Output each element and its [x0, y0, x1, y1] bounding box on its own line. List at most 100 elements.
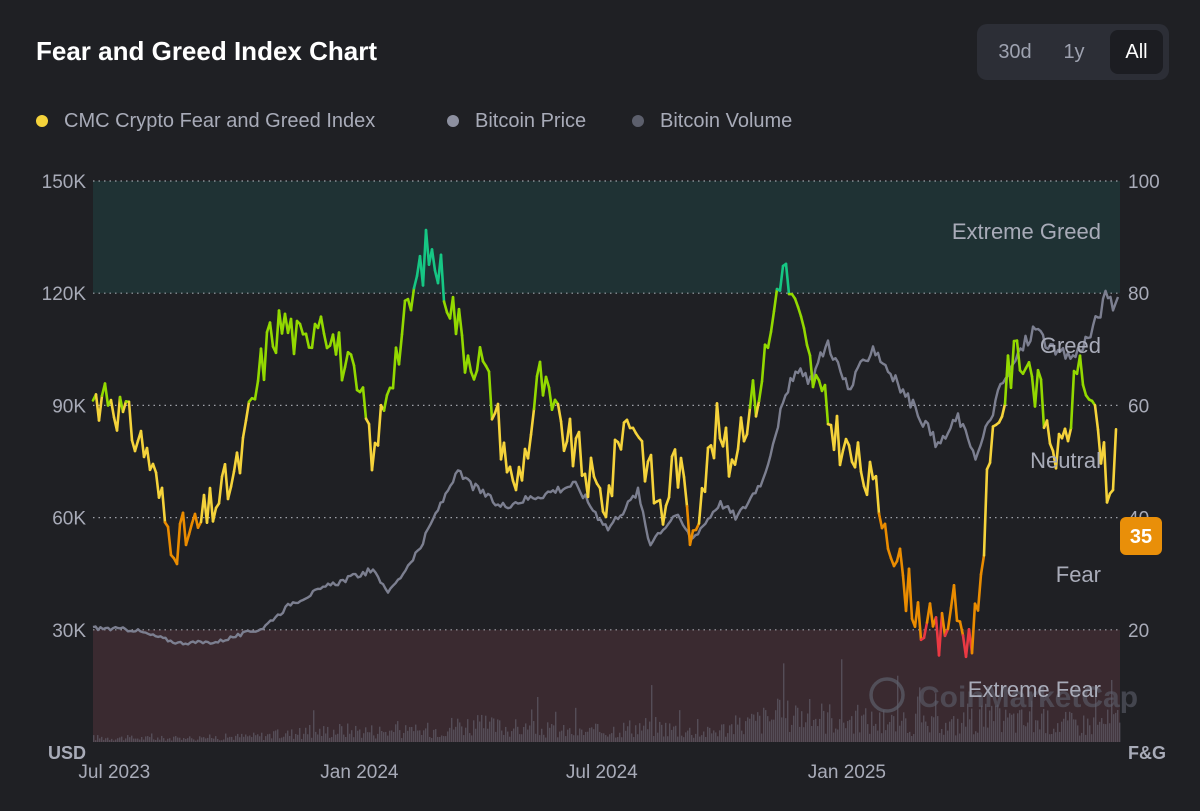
volume-bar	[253, 732, 255, 742]
volume-bar	[419, 730, 421, 742]
volume-bar	[935, 693, 937, 742]
volume-bar	[159, 739, 161, 742]
volume-bar	[901, 720, 903, 742]
fear-greed-segment	[1066, 426, 1073, 443]
volume-bar	[343, 734, 345, 742]
volume-bar	[807, 713, 809, 742]
volume-bar	[93, 735, 95, 742]
volume-bar	[215, 736, 217, 742]
volume-bar	[275, 730, 277, 742]
volume-bar	[231, 736, 233, 742]
fear-greed-segment	[751, 379, 758, 418]
volume-bar	[1107, 709, 1109, 742]
range-1y-button[interactable]: 1y	[1063, 41, 1085, 63]
volume-bar	[863, 714, 865, 742]
fear-greed-segment	[799, 315, 806, 330]
volume-bar	[631, 733, 633, 742]
volume-bar	[657, 732, 659, 742]
fear-greed-segment	[715, 402, 722, 440]
volume-bar	[931, 716, 933, 742]
volume-bar	[723, 724, 725, 742]
range-30d-button[interactable]: 30d	[998, 41, 1032, 63]
fear-greed-segment	[193, 512, 200, 530]
volume-bar	[885, 730, 887, 742]
volume-bar	[335, 734, 337, 742]
fear-greed-segment	[625, 418, 632, 430]
volume-bar	[135, 738, 137, 742]
volume-bar	[933, 717, 935, 742]
volume-bar	[123, 740, 125, 742]
volume-bar	[219, 740, 221, 742]
volume-bar	[907, 732, 909, 742]
volume-bar	[763, 707, 765, 742]
fear-greed-segment	[487, 370, 494, 421]
volume-bar	[259, 736, 261, 742]
volume-bar	[737, 724, 739, 742]
fear-greed-segment	[922, 621, 929, 640]
fear-greed-segment	[223, 462, 230, 501]
volume-bar	[991, 705, 993, 742]
volume-bar	[691, 735, 693, 742]
fear-greed-segment	[640, 439, 647, 483]
volume-bar	[893, 716, 895, 742]
volume-bar	[591, 727, 593, 742]
fear-greed-segment	[1027, 360, 1034, 378]
volume-bar	[613, 726, 615, 742]
fear-greed-segment	[127, 400, 134, 442]
volume-bar	[117, 738, 119, 742]
fear-greed-segment	[976, 572, 983, 612]
volume-bar	[523, 726, 525, 742]
volume-bar	[175, 736, 177, 742]
right-tick-label: 100	[1128, 172, 1160, 193]
volume-bar	[119, 737, 121, 742]
volume-bar	[341, 726, 343, 742]
volume-bar	[301, 738, 303, 742]
fear-greed-segment	[667, 455, 674, 499]
volume-bar	[233, 739, 235, 742]
volume-bar	[311, 737, 313, 742]
volume-bar	[327, 726, 329, 742]
fear-greed-segment	[544, 375, 551, 389]
volume-bar	[1105, 724, 1107, 742]
volume-bar	[869, 733, 871, 742]
volume-bar	[665, 722, 667, 742]
volume-bar	[1037, 720, 1039, 742]
volume-bar	[257, 734, 259, 742]
volume-bar	[1083, 715, 1085, 742]
fear-greed-segment	[241, 419, 248, 440]
fear-greed-segment	[907, 567, 914, 621]
volume-bar	[367, 732, 369, 742]
volume-bar	[957, 718, 959, 742]
fear-greed-segment	[538, 360, 545, 397]
zone-label-greed: Greed	[1040, 333, 1101, 358]
range-all-button[interactable]: All	[1110, 30, 1163, 74]
volume-bar	[437, 736, 439, 742]
zone-extreme-greed	[93, 181, 1120, 294]
current-value-badge: 35	[1120, 517, 1162, 555]
volume-bar	[985, 703, 987, 742]
volume-bar	[653, 736, 655, 742]
fear-greed-segment	[589, 456, 596, 479]
volume-bar	[397, 721, 399, 742]
volume-bar	[1011, 714, 1013, 742]
fear-greed-segment	[322, 332, 329, 350]
volume-bar	[423, 730, 425, 742]
volume-bar	[635, 725, 637, 742]
fear-greed-segment	[151, 462, 158, 474]
volume-bar	[457, 718, 459, 742]
volume-bar	[603, 733, 605, 742]
volume-bar	[1029, 711, 1031, 742]
volume-bar	[509, 736, 511, 742]
volume-bar	[817, 726, 819, 742]
volume-bar	[469, 733, 471, 742]
volume-bar	[459, 722, 461, 742]
volume-bar	[655, 717, 657, 742]
volume-bar	[415, 724, 417, 742]
fear-greed-segment	[916, 601, 923, 642]
volume-bar	[959, 733, 961, 742]
volume-bar	[583, 735, 585, 742]
volume-bar	[799, 726, 801, 742]
fear-greed-segment	[739, 416, 746, 443]
volume-bar	[143, 739, 145, 742]
